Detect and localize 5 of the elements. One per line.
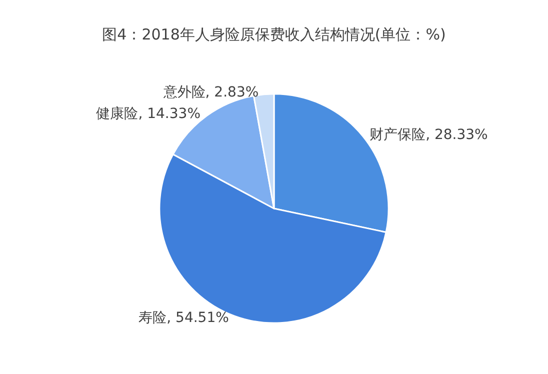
slice-label: 意外险, 2.83% (162, 84, 259, 100)
slice-label: 健康险, 14.33% (96, 106, 201, 122)
chart-title: 图4：2018年人身险原保费收入结构情况(单位：%) (102, 26, 446, 44)
slice-label: 财产保险, 28.33% (370, 127, 488, 144)
slice-label: 寿险, 54.51% (138, 310, 229, 326)
